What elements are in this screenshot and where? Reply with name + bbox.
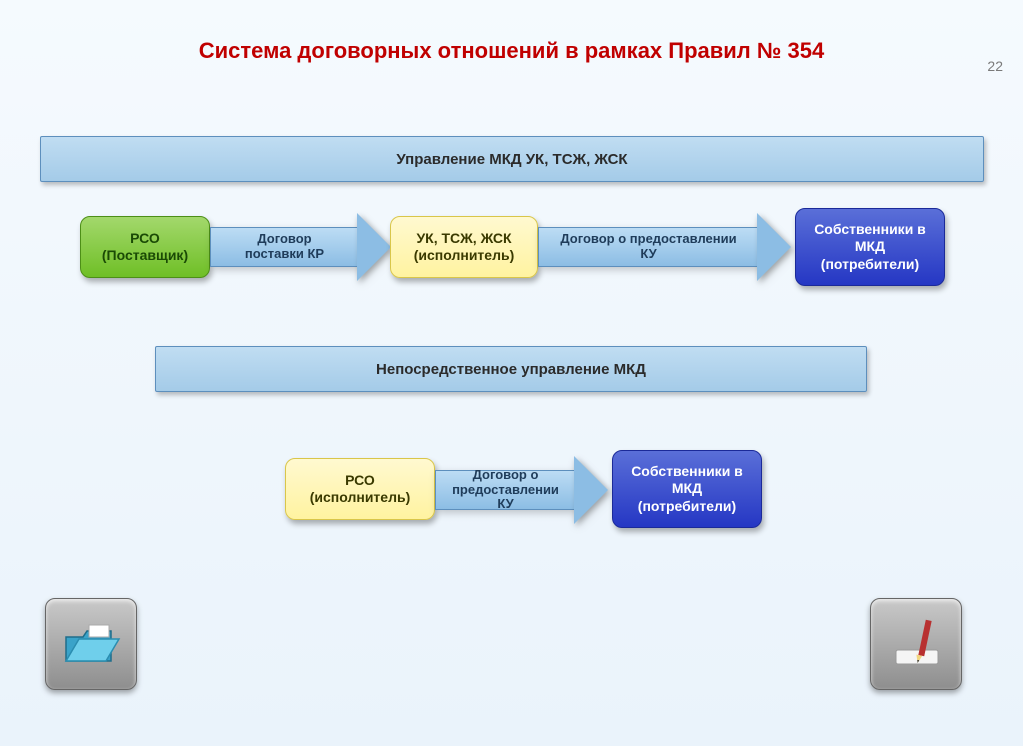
arrow-service-contract-2: Договор опредоставленииКУ <box>435 456 608 524</box>
banner-top: Управление МКД УК, ТСЖ, ЖСК <box>40 136 984 182</box>
banner-middle: Непосредственное управление МКД <box>155 346 867 392</box>
node-label: УК, ТСЖ, ЖСК(исполнитель) <box>414 230 514 265</box>
arrow-label: Договор опредоставленииКУ <box>435 470 575 510</box>
pencil-icon[interactable] <box>870 598 962 690</box>
page-number: 22 <box>987 58 1003 74</box>
node-label: Собственники вМКД(потребители) <box>814 221 926 274</box>
node-owners-consumers-2: Собственники вМКД(потребители) <box>612 450 762 528</box>
node-owners-consumers-1: Собственники вМКД(потребители) <box>795 208 945 286</box>
node-rso-supplier: РСО(Поставщик) <box>80 216 210 278</box>
folder-icon[interactable] <box>45 598 137 690</box>
node-label: Собственники вМКД(потребители) <box>631 463 743 516</box>
arrow-head-icon <box>757 213 791 281</box>
arrow-head-icon <box>357 213 391 281</box>
node-label: РСО(исполнитель) <box>310 472 410 507</box>
arrow-head-icon <box>574 456 608 524</box>
page-title: Система договорных отношений в рамках Пр… <box>0 38 1023 64</box>
node-rso-executor: РСО(исполнитель) <box>285 458 435 520</box>
arrow-supply-contract: Договорпоставки КР <box>210 213 391 281</box>
node-label: РСО(Поставщик) <box>102 230 188 265</box>
arrow-service-contract: Договор о предоставленииКУ <box>538 213 791 281</box>
node-uk-executor: УК, ТСЖ, ЖСК(исполнитель) <box>390 216 538 278</box>
arrow-label: Договор о предоставленииКУ <box>538 227 758 267</box>
arrow-label: Договорпоставки КР <box>210 227 358 267</box>
